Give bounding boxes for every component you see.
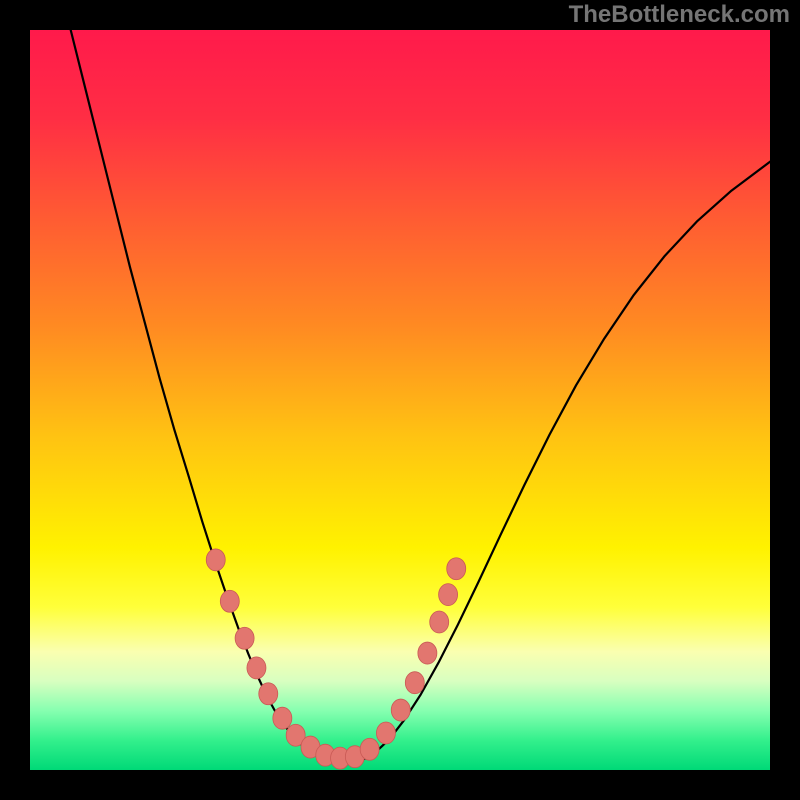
marker-point — [247, 657, 266, 679]
marker-point — [235, 627, 254, 649]
gradient-background — [30, 30, 770, 770]
marker-point — [360, 738, 379, 760]
marker-point — [439, 584, 458, 606]
marker-point — [447, 558, 466, 580]
plot-svg — [30, 30, 770, 770]
marker-point — [273, 707, 292, 729]
marker-point — [405, 672, 424, 694]
marker-point — [376, 722, 395, 744]
marker-point — [391, 699, 410, 721]
plot-area — [30, 30, 770, 770]
chart-stage: TheBottleneck.com — [0, 0, 800, 800]
marker-point — [259, 683, 278, 705]
marker-point — [430, 611, 449, 633]
marker-point — [206, 549, 225, 571]
marker-point — [418, 642, 437, 664]
marker-point — [220, 590, 239, 612]
watermark-text: TheBottleneck.com — [569, 1, 790, 29]
